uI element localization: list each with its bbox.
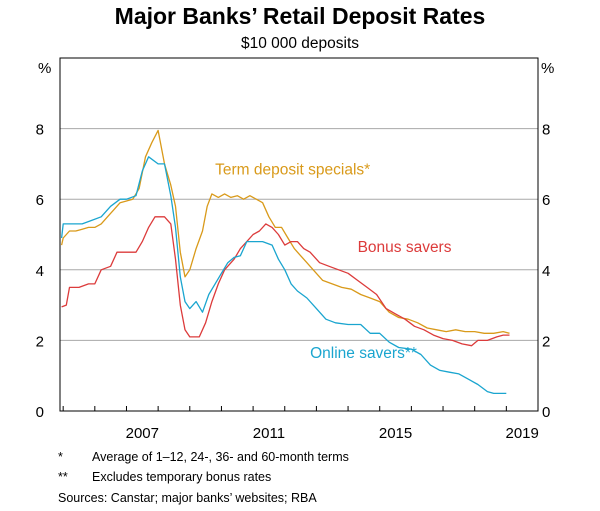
series-labels: Term deposit specials* Bonus savers Online… [215, 161, 452, 362]
y-tick-left-0: 0 [36, 404, 44, 421]
y-tick-left-6: 6 [36, 192, 44, 209]
y-tick-right-2: 2 [542, 333, 550, 350]
y-tick-right-8: 8 [542, 122, 550, 139]
y-tick-left-4: 4 [36, 263, 44, 280]
x-tick-label-2019: 2019 [505, 425, 538, 442]
x-axis-ticks: 2007 2011 2015 2019 [62, 406, 539, 442]
plot-frame [59, 57, 539, 412]
note-1-text: Average of 1–12, 24-, 36- and 60-month t… [92, 450, 349, 464]
chart-subtitle: $10 000 deposits [241, 35, 359, 52]
series-label-1: Bonus savers [358, 239, 452, 256]
x-tick-label-2007: 2007 [126, 425, 159, 442]
y-axis-ticks: 0 0 2 2 4 4 6 6 8 8 [36, 122, 551, 421]
note-2-marker: ** [58, 470, 68, 484]
series-lines [60, 129, 510, 395]
note-1-marker: * [58, 450, 63, 464]
chart-title: Major Banks’ Retail Deposit Rates [115, 3, 486, 29]
right-axis-unit: % [541, 60, 554, 77]
note-2-text: Excludes temporary bonus rates [92, 470, 271, 484]
x-tick-label-2015: 2015 [379, 425, 412, 442]
series-line-2 [60, 156, 507, 395]
gridlines [60, 128, 538, 341]
series-line-1 [61, 216, 510, 347]
series-line-0 [60, 129, 510, 334]
y-tick-right-4: 4 [542, 263, 550, 280]
series-label-2: Online savers** [310, 345, 417, 362]
left-axis-unit: % [38, 60, 51, 77]
y-tick-right-0: 0 [542, 404, 550, 421]
y-tick-left-2: 2 [36, 333, 44, 350]
x-tick-label-2011: 2011 [253, 425, 285, 442]
y-tick-right-6: 6 [542, 192, 550, 209]
sources-note: Sources: Canstar; major banks’ websites;… [58, 491, 317, 505]
series-label-0: Term deposit specials* [215, 161, 370, 178]
y-tick-left-8: 8 [36, 122, 44, 139]
